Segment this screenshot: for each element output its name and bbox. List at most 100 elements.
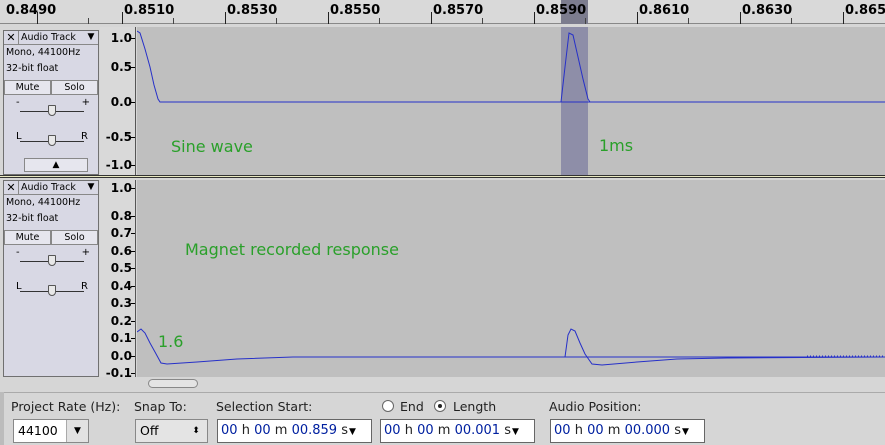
gain-slider[interactable]: - + (14, 97, 90, 121)
track-control-panel-2: ✕ Audio Track ▼ Mono, 44100Hz 32-bit flo… (3, 180, 99, 377)
up-down-icon[interactable]: ⬍ (185, 420, 207, 442)
chevron-down-icon[interactable]: ▼ (349, 427, 356, 437)
scale-tick (131, 216, 135, 217)
ruler-minor-tick (482, 18, 483, 24)
pan-slider[interactable]: L R (14, 131, 90, 151)
minutes-value: 00 (587, 423, 604, 438)
scale-tick (131, 102, 135, 103)
hours-value: 00 (554, 423, 571, 438)
scale-tick (131, 188, 135, 189)
track-name-menu[interactable]: Audio Track (21, 182, 76, 193)
minutes-value: 00 (254, 423, 271, 438)
selection-region[interactable] (561, 27, 588, 175)
scale-label: 0.8 (110, 209, 132, 223)
ruler-label: 0.8510 (124, 3, 175, 18)
scale-tick (131, 67, 135, 68)
chevron-down-icon[interactable]: ▼ (682, 427, 689, 437)
annotation-peak-value: 1.6 (158, 332, 184, 351)
hours-unit: h (241, 423, 250, 438)
scale-label: 0.5 (110, 261, 132, 275)
caret-down-icon[interactable]: ▼ (87, 32, 95, 42)
pan-knob[interactable] (48, 285, 56, 296)
collapse-track-button[interactable]: ▲ (24, 158, 88, 172)
scale-tick (131, 268, 135, 269)
horizontal-scrollbar[interactable] (137, 377, 885, 390)
gain-minus-label: - (16, 97, 20, 108)
solo-button[interactable]: Solo (51, 80, 98, 95)
pan-knob[interactable] (48, 135, 56, 146)
seconds-value: 00.859 (291, 423, 338, 438)
scale-label: 0.5 (110, 60, 132, 74)
annotation-duration: 1ms (599, 136, 634, 155)
horizontal-scrollbar-thumb[interactable] (148, 379, 198, 388)
selection-start-field[interactable]: 00 h 00 m 00.859 s▼ (217, 419, 372, 443)
scale-label: -0.5 (105, 130, 132, 144)
ruler-selection-highlight (561, 0, 588, 24)
hours-unit: h (404, 423, 413, 438)
pan-slider[interactable]: L R (14, 281, 90, 301)
end-radio[interactable] (382, 400, 394, 412)
track-format: Mono, 44100Hz (6, 47, 81, 58)
ruler-minor-tick (379, 18, 380, 24)
scale-label: 0.6 (110, 244, 132, 258)
mute-button[interactable]: Mute (4, 80, 51, 95)
scale-label: -0.1 (105, 366, 132, 380)
pan-right-label: R (81, 131, 88, 142)
scale-tick (131, 338, 135, 339)
seconds-unit: s (674, 423, 681, 438)
gain-knob[interactable] (48, 255, 56, 266)
solo-button[interactable]: Solo (51, 230, 98, 245)
ruler-minor-tick (688, 18, 689, 24)
audio-position-field[interactable]: 00 h 00 m 00.000 s▼ (550, 419, 705, 443)
waveform-track-2[interactable]: Magnet recorded response 1.6 (137, 180, 885, 377)
track-name-menu[interactable]: Audio Track (21, 32, 76, 43)
scale-tick (131, 356, 135, 357)
ruler-minor-tick (173, 18, 174, 24)
gain-knob[interactable] (48, 105, 56, 116)
length-field[interactable]: 00 h 00 m 00.001 s▼ (380, 419, 535, 443)
ruler-tick (637, 12, 638, 24)
ruler-tick (122, 12, 123, 24)
scale-tick (131, 303, 135, 304)
close-track-button[interactable]: ✕ (4, 31, 19, 44)
scale-label: 1.0 (110, 31, 132, 45)
close-track-button[interactable]: ✕ (4, 181, 19, 194)
waveform-line (137, 328, 885, 365)
ruler-tick (328, 12, 329, 24)
caret-down-icon[interactable]: ▼ (87, 182, 95, 192)
ruler-minor-tick (791, 18, 792, 24)
scale-tick (131, 233, 135, 234)
annotation-sine-wave: Sine wave (171, 137, 253, 156)
toolbar-grabber[interactable] (0, 392, 4, 445)
track-bitdepth: 32-bit float (6, 63, 59, 74)
ruler-label: 0.8490 (6, 3, 57, 18)
mute-button[interactable]: Mute (4, 230, 51, 245)
gain-plus-label: + (81, 247, 90, 258)
hours-value: 00 (384, 423, 401, 438)
scale-label: 1.0 (110, 181, 132, 195)
waveform-track-1[interactable]: Sine wave 1ms (137, 27, 885, 175)
end-label: End (400, 399, 424, 414)
audio-position-label: Audio Position: (549, 399, 642, 414)
ruler-label: 0.8530 (227, 3, 278, 18)
scale-label: 0.4 (110, 279, 132, 293)
ruler-tick (431, 12, 432, 24)
length-label: Length (453, 399, 497, 414)
chevron-down-icon[interactable]: ▼ (66, 420, 88, 442)
snap-to-combo[interactable]: Off ⬍ (135, 419, 208, 443)
waveform-pulse (564, 328, 885, 366)
gain-slider[interactable]: - + (14, 247, 90, 271)
ruler-minor-tick (585, 18, 586, 24)
gain-minus-label: - (16, 247, 20, 258)
minutes-unit: m (437, 423, 451, 438)
hours-value: 00 (221, 423, 238, 438)
scale-label: -1.0 (105, 158, 132, 172)
project-rate-combo[interactable]: 44100 ▼ (13, 419, 89, 443)
track-separator[interactable] (0, 175, 885, 178)
timeline-ruler[interactable]: 0.8490 0.8510 0.8530 0.8550 0.8570 0.859… (0, 0, 885, 24)
chevron-down-icon[interactable]: ▼ (512, 427, 519, 437)
length-radio[interactable] (434, 400, 446, 412)
track-bitdepth: 32-bit float (6, 213, 59, 224)
track-format: Mono, 44100Hz (6, 197, 81, 208)
scale-tick (131, 373, 135, 374)
